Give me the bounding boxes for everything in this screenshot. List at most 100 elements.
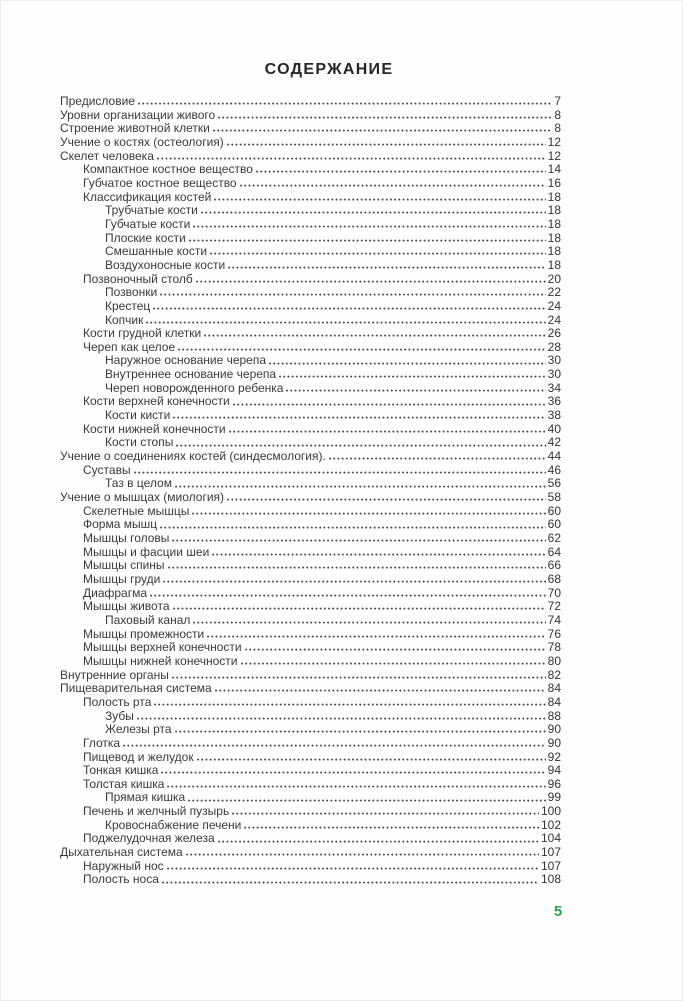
toc-entry-page: 22 <box>547 285 561 300</box>
dot-leader <box>255 170 546 174</box>
dot-leader <box>212 129 553 133</box>
toc-entry-label: Мышцы головы <box>83 531 170 545</box>
toc-entry: Губчатое костное вещество 16 <box>60 175 561 191</box>
toc-entry-label: Мышцы спины <box>83 558 165 573</box>
toc-entry-page: 42 <box>547 435 561 450</box>
toc-entry: Тонкая кишка 94 <box>60 763 561 778</box>
toc-entry-label: Паховый канал <box>105 612 191 627</box>
toc-entry-label: Суставы <box>83 462 131 477</box>
toc-entry-page: 18 <box>547 244 561 259</box>
toc-entry: Зубы 88 <box>60 708 561 724</box>
dot-leader <box>185 853 539 857</box>
toc-entry-page: 38 <box>547 408 561 423</box>
dot-leader <box>244 648 546 652</box>
toc-entry: Внутреннее основание черепа 30 <box>60 367 561 382</box>
toc-entry-page: 30 <box>547 367 561 382</box>
dot-leader <box>146 320 546 324</box>
toc-entry-page: 90 <box>547 735 561 750</box>
toc-entry: Мышцы верхней конечности 78 <box>60 641 561 655</box>
dot-leader <box>167 566 546 570</box>
toc-entry-page: 56 <box>547 476 561 491</box>
toc-entry-label: Кости грудной клетки <box>83 326 202 341</box>
dot-leader <box>193 621 546 625</box>
dot-leader <box>160 525 546 529</box>
toc-entry: Мышцы живота 72 <box>60 600 561 614</box>
dot-leader <box>173 416 546 420</box>
toc-entry-label: Толстая кишка <box>83 776 165 791</box>
toc-entry-page: 18 <box>547 189 561 204</box>
toc-entry-label: Кровоснабжение печени <box>105 817 242 832</box>
toc-entry-label: Мышцы груди <box>83 571 161 586</box>
dot-leader <box>160 293 546 297</box>
toc-entry: Уровни организации живого 8 <box>60 107 561 123</box>
toc-entry-label: Тонкая кишка <box>83 763 159 778</box>
toc-entry-label: Мышцы и фасции шеи <box>83 544 210 559</box>
dot-leader <box>178 347 546 351</box>
toc-entry: Позвоночный столб 20 <box>60 271 561 287</box>
dot-leader <box>123 744 546 747</box>
toc-entry-label: Воздухоносные кости <box>105 257 226 272</box>
toc-entry: Таз в целом 56 <box>60 477 561 491</box>
dot-leader <box>228 429 546 433</box>
toc-entry-page: 88 <box>547 708 561 723</box>
toc-entry: Суставы 46 <box>60 462 561 478</box>
toc-entry: Мышцы и фасции шеи 64 <box>60 544 561 560</box>
toc-entry-page: 36 <box>547 394 561 409</box>
toc-entry-page: 76 <box>547 626 561 641</box>
toc-entry-label: Учение о мышцах (миология) <box>60 490 225 505</box>
toc-entry-label: Классификация костей <box>83 189 212 204</box>
toc-entry: Позвонки 22 <box>60 286 561 300</box>
toc-entry-label: Полость рта <box>83 694 152 709</box>
toc-entry: Печень и желчный пузырь 100 <box>60 804 561 819</box>
toc-entry: Строение животной клетки 8 <box>60 122 561 136</box>
toc-entry-page: 20 <box>547 271 561 286</box>
dot-leader <box>171 675 546 679</box>
toc-entry-page: 70 <box>547 585 561 600</box>
toc-entry-label: Мышцы промежности <box>83 626 205 641</box>
dot-leader <box>212 552 546 556</box>
toc-entry-label: Зубы <box>105 708 134 723</box>
toc-entry: Скелетные мышцы 60 <box>60 504 561 519</box>
toc-entry-label: Печень и желчный пузырь <box>83 804 230 819</box>
toc-entry-page: 58 <box>547 490 561 505</box>
toc-entry-page: 72 <box>547 599 561 614</box>
toc-entry-label: Дыхательная система <box>60 845 183 860</box>
toc-entry: Копчик 24 <box>60 312 561 328</box>
toc-entry-label: Компактное костное вещество <box>83 162 253 177</box>
toc-entry-page: 44 <box>547 449 561 464</box>
toc-entry-page: 16 <box>547 175 561 190</box>
toc-entry-label: Прямая кишка <box>105 790 186 805</box>
toc-entry: Мышцы спины 66 <box>60 559 561 573</box>
toc-entry: Предисловие 7 <box>60 94 561 109</box>
dot-leader <box>214 197 546 201</box>
toc-entry-page: 74 <box>547 612 561 627</box>
toc-entry-label: Глотка <box>83 735 121 750</box>
toc-entry-page: 82 <box>547 667 561 682</box>
toc-entry-page: 107 <box>540 845 561 860</box>
toc-entry-label: Губчатое костное вещество <box>83 175 237 190</box>
dot-leader <box>174 484 546 488</box>
toc-entry-page: 18 <box>547 203 561 218</box>
toc-entry-page: 96 <box>547 776 561 791</box>
toc-entry-label: Позвоночный столб <box>83 271 193 286</box>
toc-entry: Диафрагма 70 <box>60 585 561 601</box>
toc-entry-label: Копчик <box>105 312 144 327</box>
toc-entry-page: 92 <box>547 749 561 764</box>
toc-entry-page: 99 <box>547 790 561 805</box>
dot-leader <box>156 156 546 160</box>
toc-entry: Трубчатые кости 18 <box>60 204 561 218</box>
dot-leader <box>218 115 553 119</box>
dot-leader <box>195 279 546 283</box>
dot-leader <box>228 266 546 270</box>
toc-entry: Полость носа 108 <box>60 873 561 887</box>
toc-entry: Наружный нос 107 <box>60 859 561 874</box>
dot-leader <box>133 470 546 474</box>
toc-entry-page: 24 <box>547 298 561 313</box>
toc-entry-label: Кости кисти <box>105 408 171 423</box>
toc-entry: Классификация костей 18 <box>60 189 561 205</box>
dot-leader <box>240 662 546 666</box>
toc-entry: Поджелудочная железа 104 <box>60 832 561 846</box>
toc-entry-label: Уровни организации живого <box>60 107 216 122</box>
dot-leader <box>172 539 546 543</box>
dot-leader <box>154 703 546 707</box>
